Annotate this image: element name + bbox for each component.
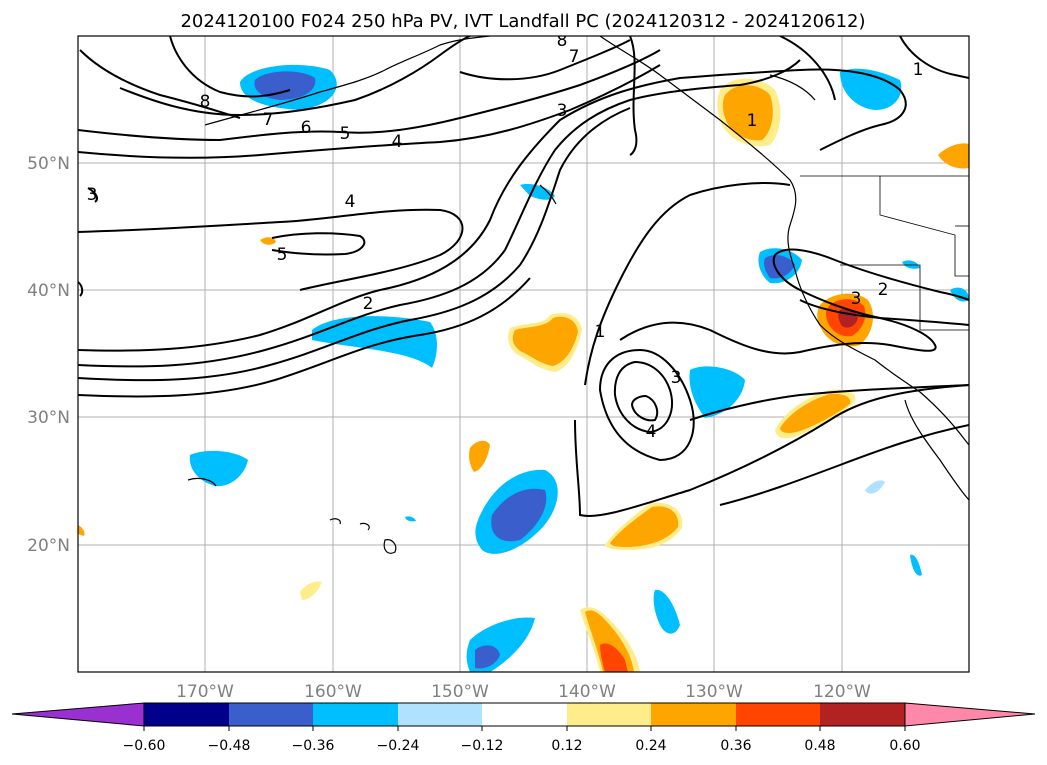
contour-label: 1: [913, 60, 924, 80]
contour-label: 4: [345, 192, 356, 212]
contour-label: 7: [263, 110, 274, 130]
lat-tick-label: 40°N: [27, 281, 70, 301]
colorbar: −0.60 −0.48 −0.36 −0.24 −0.12 0.12 0.24 …: [11, 702, 1036, 754]
colorbar-bin: [567, 703, 651, 726]
colorbar-bin: [144, 703, 229, 726]
colorbar-bin: [651, 703, 736, 726]
colorbar-extend-max: [904, 702, 1036, 727]
contour-label: 3: [851, 289, 862, 309]
contour-label: 1: [595, 322, 606, 342]
lon-tick-label: 160°W: [304, 682, 362, 702]
contour-label: 7: [569, 47, 580, 67]
colorbar-bin: [398, 703, 482, 726]
colorbar-tick-label: 0.12: [551, 738, 582, 754]
lon-tick-label: 150°W: [431, 682, 489, 702]
colorbar-bin: [736, 703, 820, 726]
colorbar-bin: [313, 703, 398, 726]
colorbar-tick-label: 0.24: [635, 738, 666, 754]
colorbar-tick-label: −0.24: [377, 738, 420, 754]
contour-label: 4: [392, 132, 403, 152]
contour-label: 3: [671, 368, 682, 388]
shading-positive: [78, 78, 969, 672]
lon-tick-label: 170°W: [176, 682, 234, 702]
colorbar-bin: [229, 703, 313, 726]
map-frame: [77, 35, 970, 673]
colorbar-tick-label: −0.12: [461, 738, 504, 754]
colorbar-tick-label: 0.60: [889, 738, 920, 754]
colorbar-bin: [820, 703, 905, 726]
colorbar-tick-label: −0.48: [208, 738, 251, 754]
contour-label: 2: [878, 280, 889, 300]
shading-negative: [189, 64, 969, 672]
colorbar-ticks: [143, 726, 906, 731]
contour-label: 1: [747, 111, 758, 131]
contour-labels: 8 7 6 5 4 3 2 1 1 2 3 3 4 4 5 7 8 1 3: [87, 31, 924, 442]
contour-label: 4: [646, 422, 657, 442]
contour-label: 3: [87, 185, 98, 205]
contour-label: 3: [557, 101, 568, 121]
colorbar-frame: [143, 702, 906, 727]
colorbar-tick-label: −0.60: [123, 738, 166, 754]
contour-label: 8: [200, 92, 211, 112]
contour-label: 8: [557, 31, 568, 51]
pv-contours: [78, 36, 969, 517]
map-panel: 8 7 6 5 4 3 2 1 1 2 3 3 4 4 5 7 8 1 3: [77, 31, 970, 673]
colorbar-tick-label: 0.48: [804, 738, 835, 754]
lon-tick-label: 120°W: [813, 682, 871, 702]
colorbar-extend-min: [11, 702, 145, 727]
lon-tick-label: 140°W: [558, 682, 616, 702]
graticule: [78, 36, 969, 672]
lat-tick-label: 30°N: [27, 408, 70, 428]
lat-tick-label: 20°N: [27, 536, 70, 556]
colorbar-bin: [482, 703, 567, 726]
contour-label: 6: [301, 118, 312, 138]
figure-title: 2024120100 F024 250 hPa PV, IVT Landfall…: [180, 11, 865, 32]
contour-label: 5: [340, 124, 351, 144]
lon-tick-label: 130°W: [685, 682, 743, 702]
contour-label: 2: [363, 294, 374, 314]
political-borders: [800, 175, 969, 331]
longitude-labels: 170°W 160°W 150°W 140°W 130°W 120°W: [176, 682, 871, 702]
latitude-labels: 50°N 40°N 30°N 20°N: [27, 154, 70, 556]
lat-tick-label: 50°N: [27, 154, 70, 174]
colorbar-tick-label: −0.36: [292, 738, 335, 754]
colorbar-tick-label: 0.36: [720, 738, 751, 754]
contour-label: 5: [277, 245, 288, 265]
